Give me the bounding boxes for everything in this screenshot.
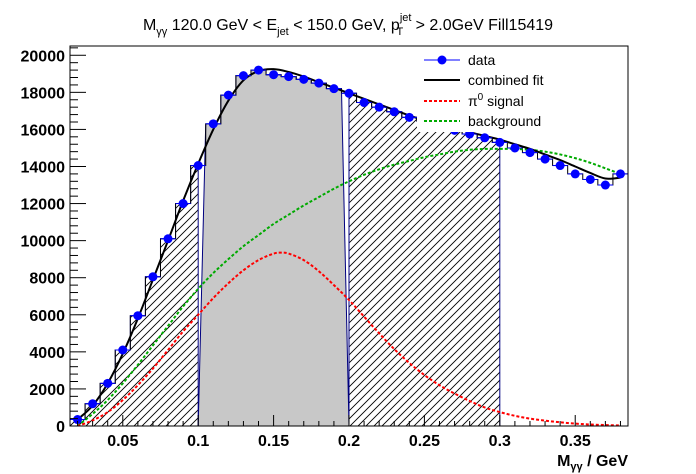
data-point [163,234,173,244]
legend-item-background: background [424,113,541,129]
data-point [133,311,143,321]
data-point [585,174,595,184]
y-tick-label: 18000 [21,85,66,102]
data-point [223,90,233,100]
data-point [525,148,535,158]
legend-label-signal: π0 signal [468,92,524,109]
y-tick-label: 2000 [29,382,65,399]
data-point [480,133,490,143]
x-axis-title: Mγγ / GeV [557,453,628,473]
data-point [208,119,218,129]
y-axis: 0 2000 4000 6000 8000 10000 12000 14000 16000 180… [21,47,86,436]
legend: data combined fit π0 signal background [417,50,607,132]
y-tick-label: 8000 [29,271,65,288]
y-tick-label: 16000 [21,122,66,139]
data-point [615,169,625,179]
sideband-window-2 [348,92,501,426]
selection-windows [70,69,501,426]
data-point [329,84,339,94]
x-tick-label: 0.1 [187,433,209,450]
y-tick-label: 14000 [21,159,66,176]
legend-item-data: data [424,52,495,68]
x-tick-label: 0.25 [409,433,440,450]
data-point [540,154,550,164]
data-point [374,102,384,112]
y-tick-label: 20000 [21,48,66,65]
data-point [178,199,188,209]
y-tick-label: 0 [56,419,65,436]
legend-box [417,50,607,132]
data-point [344,88,354,98]
legend-item-combined-fit: combined fit [424,72,544,88]
data-point [600,180,610,190]
legend-label-background: background [468,113,541,129]
data-point [389,107,399,117]
data-point [284,72,294,82]
legend-label-combined-fit: combined fit [468,72,544,88]
legend-label-data: data [468,52,495,68]
chart-title: Mγγ 120.0 GeV < Ejet < 150.0 GeV, pjet T … [143,12,553,38]
series-signal [77,251,621,426]
y-tick-label: 4000 [29,345,65,362]
x-tick-label: 0.15 [258,433,289,450]
data-point [299,74,309,84]
legend-item-signal: π0 signal [424,92,524,109]
data-point [148,272,158,282]
y-tick-label: 12000 [21,197,66,214]
data-point [103,378,113,388]
data-point [510,143,520,153]
x-tick-label: 0.2 [338,433,360,450]
y-tick-label: 10000 [21,234,66,251]
x-axis: 0.05 0.1 0.15 0.2 0.25 0.3 0.35 [77,415,621,450]
data-point [88,399,98,409]
data-point [193,161,203,171]
y-tick-label: 6000 [29,308,65,325]
data-point [495,137,505,147]
data-point [555,161,565,171]
data-point [238,71,248,81]
x-tick-label: 0.35 [560,433,591,450]
data-point [254,65,264,75]
data-point [73,415,83,425]
data-point [359,98,369,108]
data-point [269,70,279,80]
data-point [570,169,580,179]
x-tick-label: 0.05 [107,433,138,450]
data-point [118,345,128,355]
data-point [314,78,324,88]
data-point [404,112,414,122]
x-tick-label: 0.3 [489,433,511,450]
